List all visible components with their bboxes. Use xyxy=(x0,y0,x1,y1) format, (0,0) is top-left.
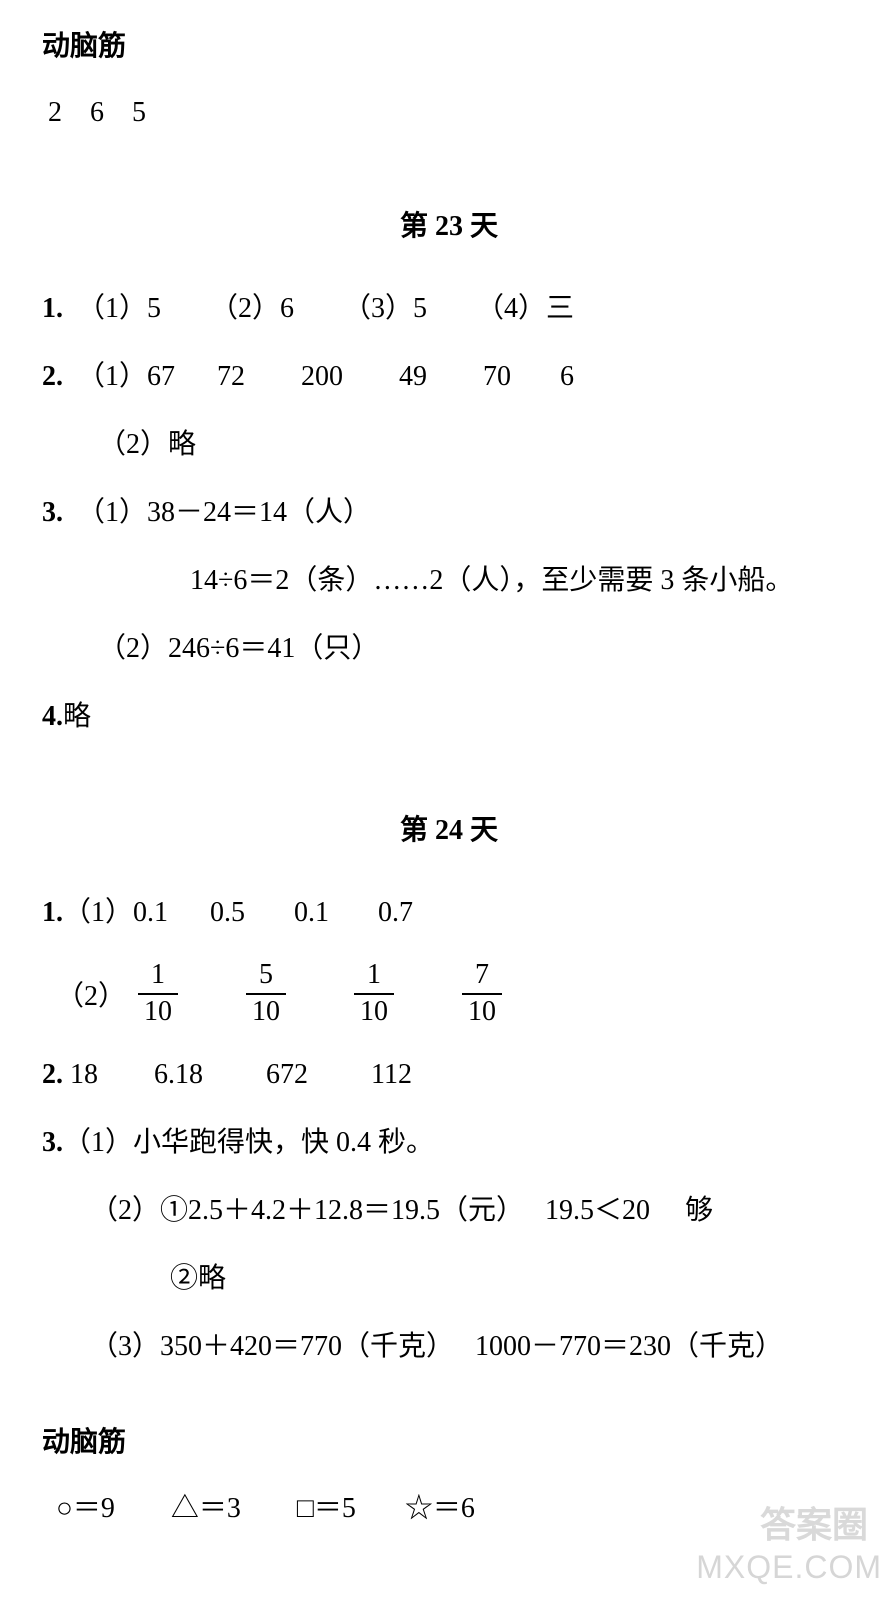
num-label: 3. xyxy=(42,1127,63,1158)
brain-teaser-section-1: 动脑筋 2 6 5 xyxy=(42,24,856,134)
num-label: 1. xyxy=(42,293,63,324)
d24-q1b: （2） 1 10 5 10 1 10 7 10 xyxy=(42,960,856,1028)
d24-q3b: （2）①2.5＋4.2＋12.8＝19.5（元） 19.5＜20 够 xyxy=(42,1190,856,1232)
brain-answer-1: 2 6 5 xyxy=(42,92,856,134)
brain-heading-2: 动脑筋 xyxy=(42,1420,856,1460)
num-label: 1. xyxy=(42,897,63,928)
watermark-en: MXQE.COM xyxy=(696,1549,882,1586)
d23-q3c: （2）246÷6＝41（只） xyxy=(42,628,856,670)
brain-answer-2: ○＝9 △＝3 □＝5 ☆＝6 xyxy=(42,1488,856,1530)
d24-q3c: ②略 xyxy=(42,1258,856,1300)
num-label: 3. xyxy=(42,497,63,528)
fraction: 7 10 xyxy=(462,960,502,1028)
fraction: 1 10 xyxy=(138,960,178,1028)
num-label: 2. xyxy=(42,361,63,392)
d23-q2a: 2. （1）67 72 200 49 70 6 xyxy=(42,356,856,398)
day-24-heading: 第 24 天 xyxy=(42,808,856,848)
num-label: 2. xyxy=(42,1059,63,1090)
d24-q2: 2. 18 6.18 672 112 xyxy=(42,1054,856,1096)
d24-q1a: 1.（1）0.1 0.5 0.1 0.7 xyxy=(42,892,856,934)
watermark-cn: 答案圈 xyxy=(760,1496,868,1548)
d24-q3a: 3.（1）小华跑得快，快 0.4 秒。 xyxy=(42,1122,856,1164)
d24-q3d: （3）350＋420＝770（千克） 1000－770＝230（千克） xyxy=(42,1326,856,1368)
fraction: 5 10 xyxy=(246,960,286,1028)
fraction: 1 10 xyxy=(354,960,394,1028)
num-label: 4. xyxy=(42,701,63,732)
brain-teaser-section-2: 动脑筋 ○＝9 △＝3 □＝5 ☆＝6 xyxy=(42,1420,856,1530)
day-23-heading: 第 23 天 xyxy=(42,204,856,244)
d23-q3b: 14÷6＝2（条）……2（人），至少需要 3 条小船。 xyxy=(42,560,856,602)
d23-q2b: （2）略 xyxy=(42,424,856,466)
d23-q3a: 3. （1）38－24＝14（人） xyxy=(42,492,856,534)
d23-q1: 1. （1）5 （2）6 （3）5 （4）三 xyxy=(42,288,856,330)
d24-q1b-label: （2） xyxy=(42,974,126,1014)
d23-q4: 4.略 xyxy=(42,696,856,738)
brain-heading-1: 动脑筋 xyxy=(42,24,856,64)
